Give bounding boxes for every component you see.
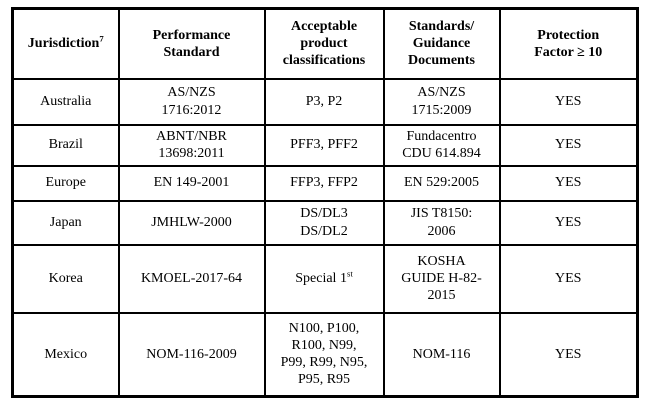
cell-protection-factor: YES — [498, 243, 639, 314]
cell-protection-factor: YES — [498, 199, 639, 246]
cell-standards-guidance: NOM-116 — [382, 311, 501, 398]
cell-performance-standard: ABNT/NBR 13698:2011 — [117, 123, 266, 167]
cell-protection-factor: YES — [498, 164, 639, 202]
header-jurisdiction: Jurisdiction7 — [11, 7, 120, 80]
cell-protection-factor: YES — [498, 123, 639, 167]
cell-classifications: N100, P100, R100, N99, P99, R99, N95, P9… — [263, 311, 385, 398]
ordinal-superscript: st — [346, 268, 353, 279]
cell-standards-guidance: JIS T8150: 2006 — [382, 199, 501, 246]
cell-jurisdiction: Australia — [11, 77, 120, 126]
classification-base: Special 1 — [295, 270, 347, 286]
cell-jurisdiction: Korea — [11, 243, 120, 314]
cell-performance-standard: AS/NZS 1716:2012 — [117, 77, 266, 126]
cell-classifications: Special 1st — [263, 243, 385, 314]
table-row-australia: Australia AS/NZS 1716:2012 P3, P2 AS/NZS… — [11, 77, 639, 126]
cell-standards-guidance: KOSHA GUIDE H-82- 2015 — [382, 243, 501, 314]
cell-jurisdiction: Brazil — [11, 123, 120, 167]
cell-standards-guidance: Fundacentro CDU 614.894 — [382, 123, 501, 167]
header-jurisdiction-label: Jurisdiction — [27, 36, 100, 52]
table-body: Australia AS/NZS 1716:2012 P3, P2 AS/NZS… — [11, 77, 639, 398]
respirator-standards-table: Jurisdiction7 Performance Standard Accep… — [11, 7, 639, 398]
cell-classifications: FFP3, FFP2 — [263, 164, 385, 202]
header-performance-standard: Performance Standard — [117, 7, 266, 80]
cell-classifications: PFF3, PFF2 — [263, 123, 385, 167]
table-header: Jurisdiction7 Performance Standard Accep… — [11, 7, 639, 80]
cell-performance-standard: KMOEL-2017-64 — [117, 243, 266, 314]
cell-performance-standard: EN 149-2001 — [117, 164, 266, 202]
cell-standards-guidance: EN 529:2005 — [382, 164, 501, 202]
cell-protection-factor: YES — [498, 77, 639, 126]
header-standards-guidance: Standards/ Guidance Documents — [382, 7, 501, 80]
table-row-brazil: Brazil ABNT/NBR 13698:2011 PFF3, PFF2 Fu… — [11, 123, 639, 167]
header-acceptable-classifications: Acceptable product classifications — [263, 7, 385, 80]
header-protection-factor: Protection Factor ≥ 10 — [498, 7, 639, 80]
cell-performance-standard: JMHLW-2000 — [117, 199, 266, 246]
table-row-japan: Japan JMHLW-2000 DS/DL3 DS/DL2 JIS T8150… — [11, 199, 639, 246]
table-row-europe: Europe EN 149-2001 FFP3, FFP2 EN 529:200… — [11, 164, 639, 202]
cell-jurisdiction: Mexico — [11, 311, 120, 398]
cell-classifications: DS/DL3 DS/DL2 — [263, 199, 385, 246]
cell-protection-factor: YES — [498, 311, 639, 398]
cell-classifications: P3, P2 — [263, 77, 385, 126]
footnote-7-superscript: 7 — [99, 33, 104, 44]
cell-performance-standard: NOM-116-2009 — [117, 311, 266, 398]
cell-standards-guidance: AS/NZS 1715:2009 — [382, 77, 501, 126]
table-row-mexico: Mexico NOM-116-2009 N100, P100, R100, N9… — [11, 311, 639, 398]
cell-jurisdiction: Europe — [11, 164, 120, 202]
table-row-korea: Korea KMOEL-2017-64 Special 1st KOSHA GU… — [11, 243, 639, 314]
header-row: Jurisdiction7 Performance Standard Accep… — [11, 7, 639, 80]
cell-jurisdiction: Japan — [11, 199, 120, 246]
